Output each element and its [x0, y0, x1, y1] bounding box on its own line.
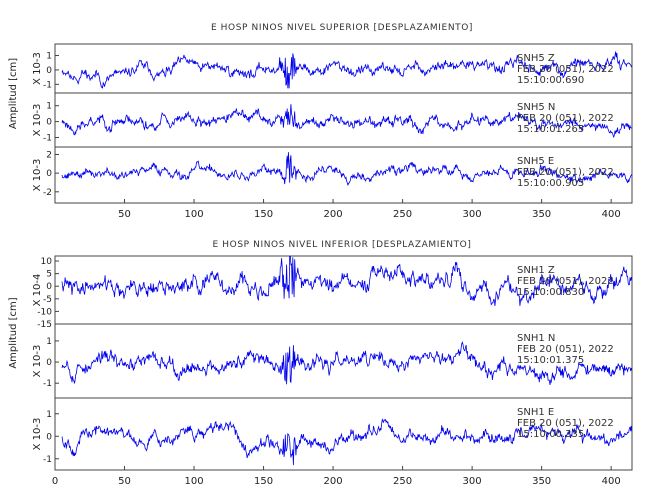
station-annotation: FEB 20 (051), 2022 [517, 167, 614, 178]
y-tick-label: 2 [46, 150, 52, 160]
station-annotation: 15:10:01.375 [517, 355, 584, 366]
scale-label: X 10-4 [32, 274, 43, 307]
waveform-trace [61, 256, 632, 307]
plot-frame-0 [54, 43, 633, 204]
scale-label: X 10-3 [32, 159, 43, 192]
x-tick-label: 200 [324, 209, 343, 220]
station-annotation: 15:10:00.905 [517, 178, 584, 189]
y-tick-label: 0 [46, 66, 52, 76]
y-tick-label: 1 [46, 337, 52, 347]
y-tick-label: -15 [37, 320, 52, 330]
x-tick-label: 150 [254, 209, 273, 220]
x-tick-label: 150 [254, 476, 273, 487]
x-tick-label: 50 [118, 209, 131, 220]
y-tick-label: -10 [37, 307, 52, 317]
station-annotation: SNH5 Z [517, 53, 555, 64]
station-annotation: SNH5 E [517, 156, 554, 167]
x-tick-label: 350 [532, 209, 551, 220]
y-tick-label: -1 [43, 80, 52, 90]
x-tick-label: 400 [602, 476, 621, 487]
station-annotation: 15:10:00.690 [517, 75, 584, 86]
waveform-trace [61, 418, 632, 466]
station-annotation: FEB 20 (051), 2022 [517, 276, 614, 287]
y-tick-label: -5 [43, 295, 52, 305]
x-tick-label: 100 [184, 476, 203, 487]
x-tick-label: 0 [52, 476, 58, 487]
scale-label: X 10-3 [32, 104, 43, 137]
station-annotation: SNH5 N [517, 102, 555, 113]
y-tick-label: 0 [46, 118, 52, 128]
x-tick-label: 300 [463, 209, 482, 220]
station-annotation: 15:10:00.830 [517, 287, 584, 298]
y-tick-label: -1 [43, 133, 52, 143]
y-tick-label: 0 [46, 432, 52, 442]
x-tick-label: 400 [602, 209, 621, 220]
y-tick-label: 1 [46, 410, 52, 420]
y-tick-label: 1 [46, 102, 52, 112]
waveform-trace [61, 152, 632, 186]
x-tick-label: 250 [393, 209, 412, 220]
y-axis-label: Amplitud [cm] [8, 297, 19, 368]
station-annotation: FEB 20 (051), 2022 [517, 64, 614, 75]
y-axis-label: Amplitud [cm] [8, 58, 19, 129]
x-tick-label: 200 [324, 476, 343, 487]
x-tick-label: 50 [118, 476, 131, 487]
station-annotation: 15:10:01.265 [517, 124, 584, 135]
chart-title-0: E HOSP NINOS NIVEL SUPERIOR [DESPLAZAMIE… [211, 23, 473, 33]
x-tick-label: 100 [184, 209, 203, 220]
y-tick-label: 0 [46, 358, 52, 368]
scale-label: X 10-3 [32, 52, 43, 85]
station-annotation: 15:10:00.335 [517, 429, 584, 440]
station-annotation: SNH1 Z [517, 265, 555, 276]
scale-label: X 10-3 [32, 345, 43, 378]
station-annotation: FEB 20 (051), 2022 [517, 113, 614, 124]
y-tick-label: 0 [46, 169, 52, 179]
y-tick-label: -1 [43, 379, 52, 389]
scale-label: X 10-3 [32, 418, 43, 451]
waveform-trace [61, 341, 632, 386]
y-tick-label: 1 [46, 52, 52, 62]
y-tick-label: 5 [46, 270, 52, 280]
y-tick-label: -2 [43, 188, 52, 198]
y-tick-label: -1 [43, 455, 52, 465]
waveform-trace [61, 104, 632, 139]
station-annotation: FEB 20 (051), 2022 [517, 344, 614, 355]
station-annotation: SNH1 N [517, 333, 555, 344]
plot-frame-1 [54, 255, 633, 471]
station-annotation: FEB 20 (051), 2022 [517, 418, 614, 429]
y-tick-label: 0 [46, 282, 52, 292]
x-tick-label: 350 [532, 476, 551, 487]
waveform-trace [61, 51, 632, 90]
chart-title-1: E HOSP NINOS NIVEL INFERIOR [DESPLAZAMIE… [213, 240, 472, 250]
station-annotation: SNH1 E [517, 407, 554, 418]
x-tick-label: 250 [393, 476, 412, 487]
x-tick-label: 300 [463, 476, 482, 487]
y-tick-label: 10 [41, 257, 53, 267]
